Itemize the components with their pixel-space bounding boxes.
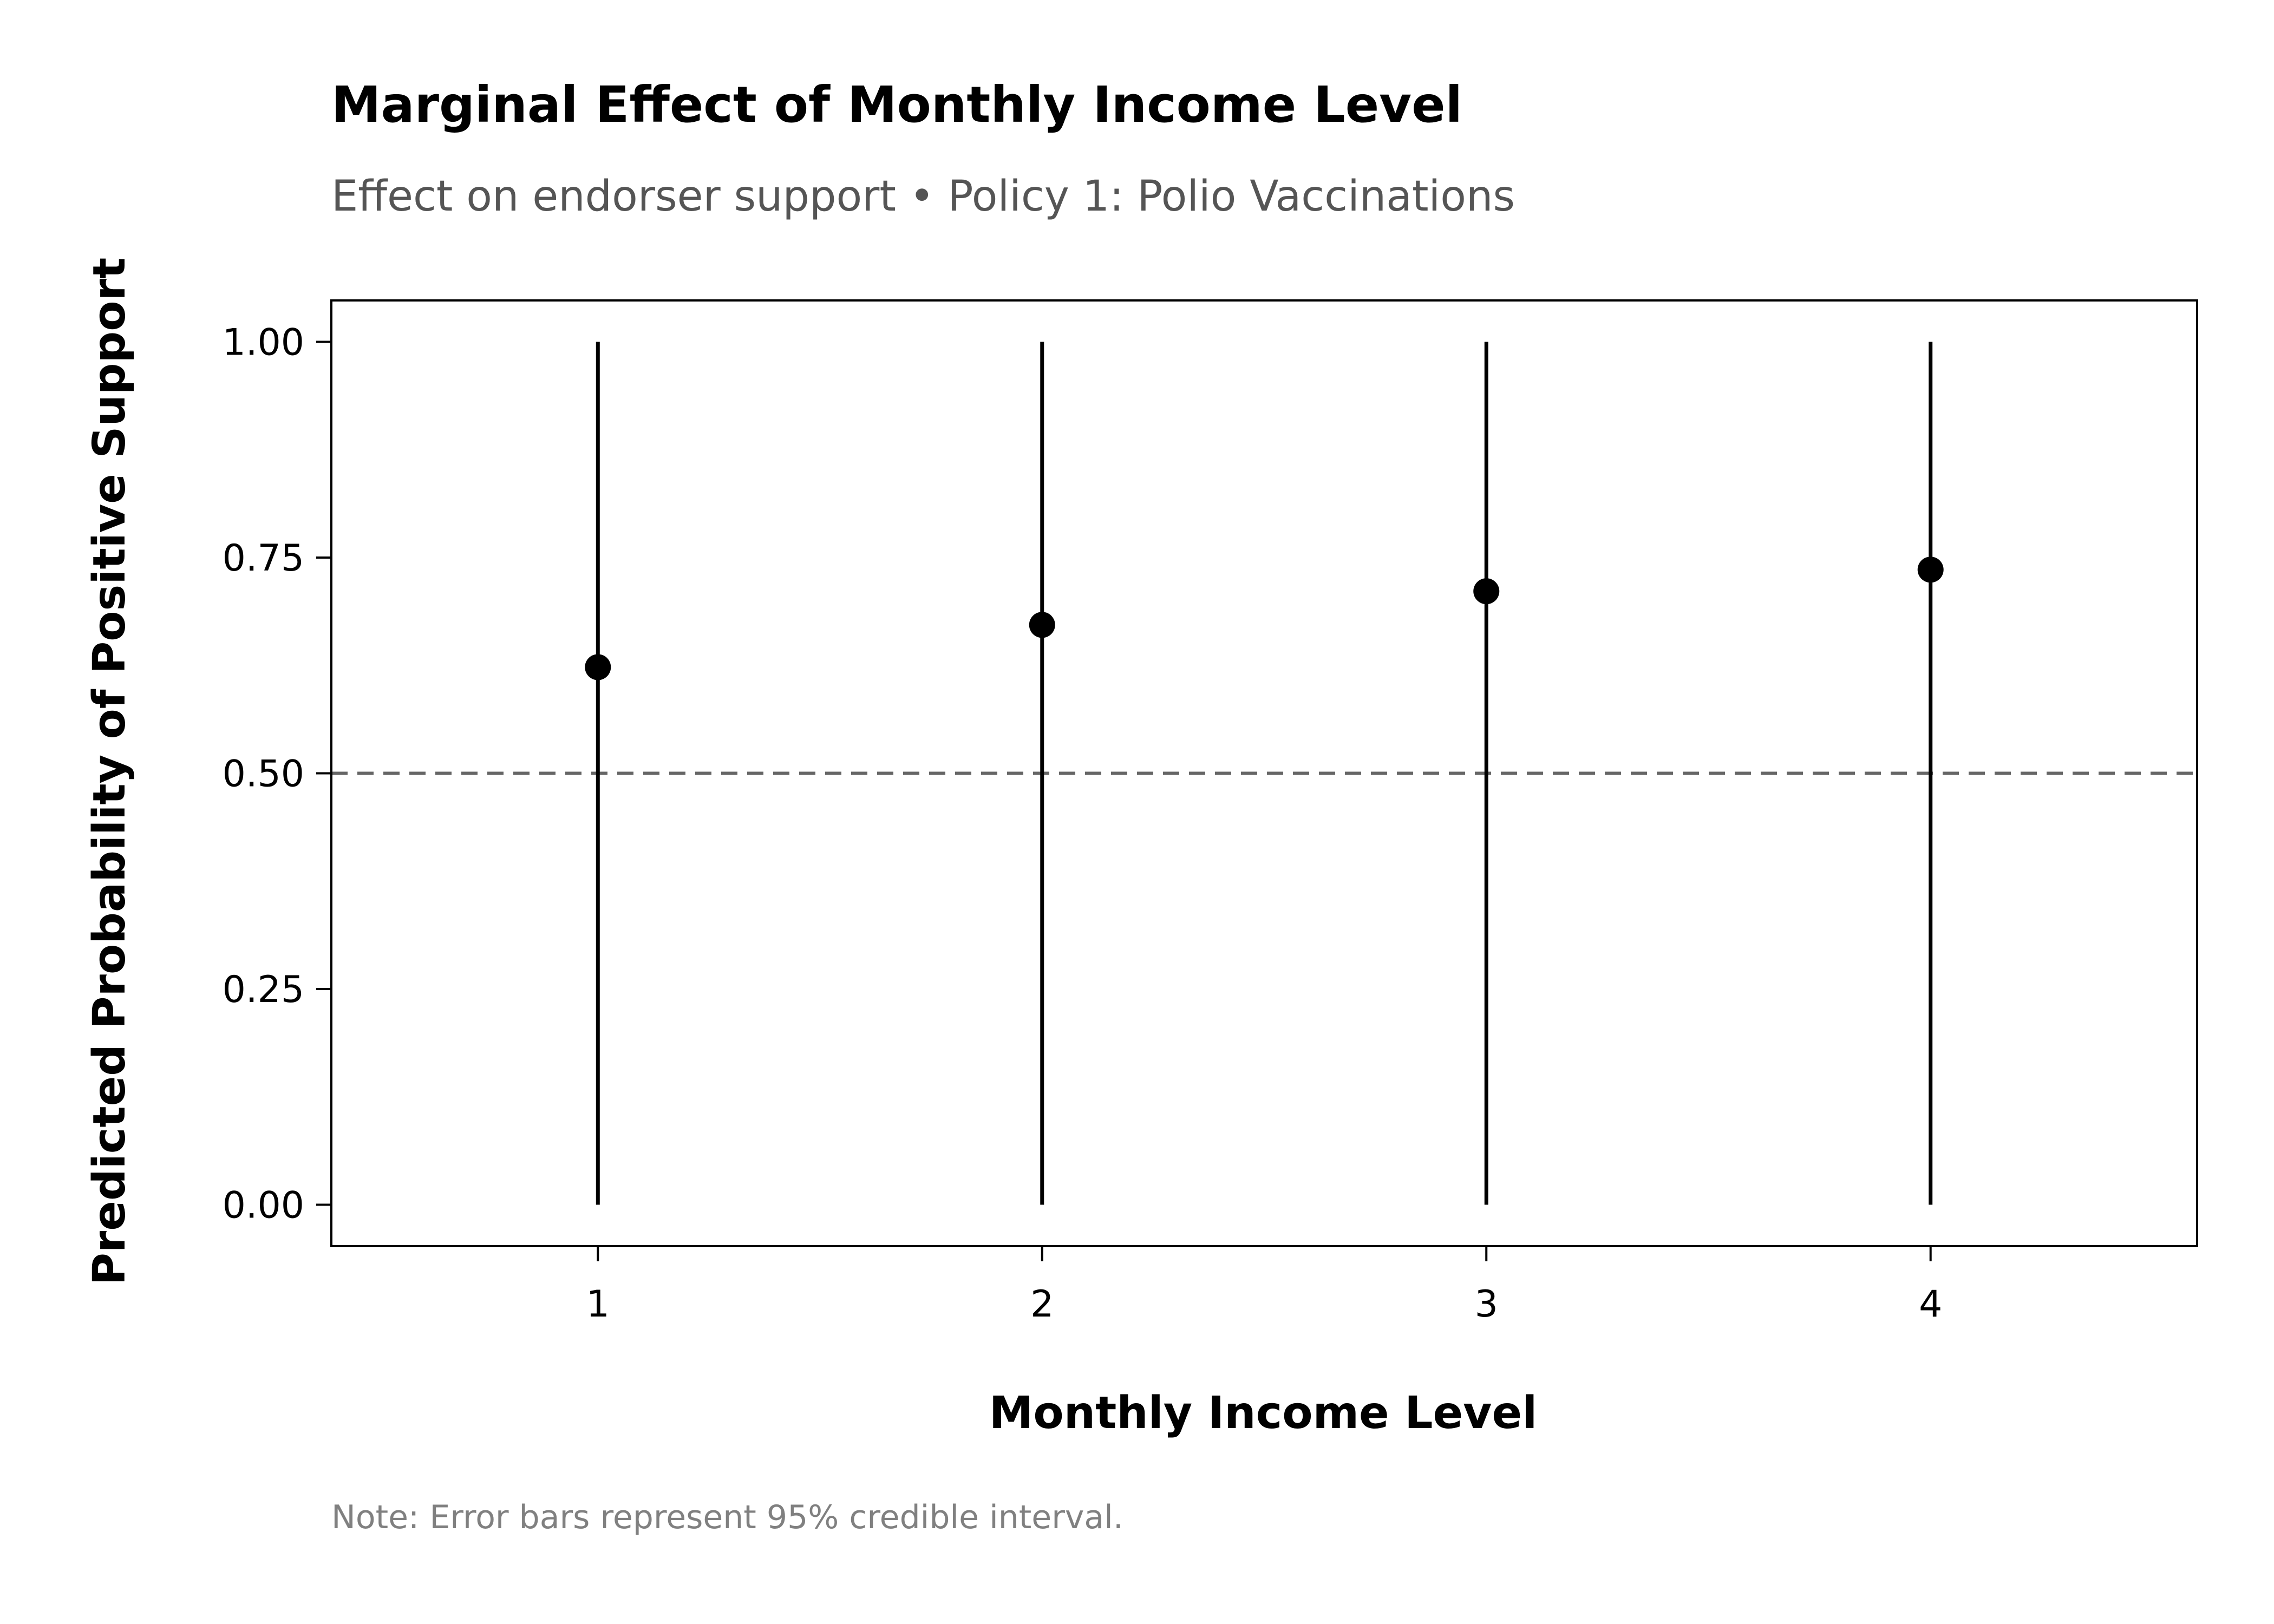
plot-layer: 0.00 0.25 0.50 0.75 1.00 1 2 3 4 xyxy=(223,299,2198,1326)
y-tick-label: 0.00 xyxy=(223,1184,304,1227)
data-point-3 xyxy=(1473,578,1500,605)
y-tick-label: 0.50 xyxy=(223,753,304,796)
chart-note: Note: Error bars represent 95% credible … xyxy=(331,1498,1123,1536)
data-point-4 xyxy=(1917,556,1944,583)
x-axis-label: Monthly Income Level xyxy=(989,1387,1537,1439)
y-axis-label: Predicted Probability of Positive Suppor… xyxy=(84,258,135,1285)
data-point-1 xyxy=(585,654,611,680)
x-tick-label: 3 xyxy=(1475,1283,1498,1326)
x-tick-label: 2 xyxy=(1030,1283,1054,1326)
y-tick-label: 0.75 xyxy=(223,537,304,580)
y-tick-label: 1.00 xyxy=(223,322,304,364)
data-point-2 xyxy=(1029,612,1055,638)
chart-subtitle: Effect on endorser support • Policy 1: P… xyxy=(331,172,1515,221)
x-tick-label: 1 xyxy=(586,1283,610,1326)
y-tick-label: 0.25 xyxy=(223,968,304,1011)
x-tick-label: 4 xyxy=(1919,1283,1942,1326)
chart-title: Marginal Effect of Monthly Income Level xyxy=(331,76,1463,134)
